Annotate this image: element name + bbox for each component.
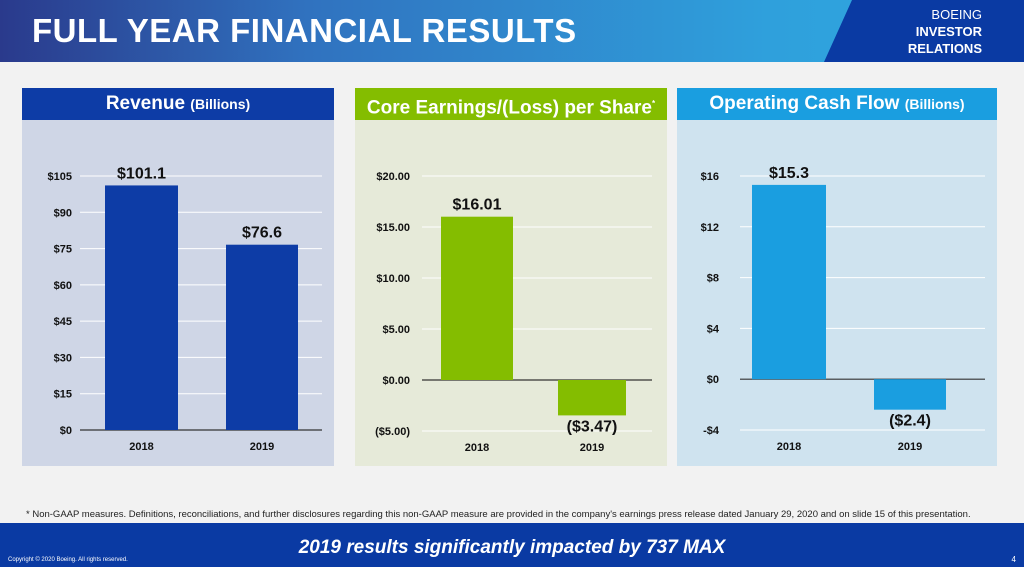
value-label: $16.01 (453, 197, 502, 214)
y-tick-label: $10.00 (376, 273, 410, 285)
y-tick-label: -$4 (703, 425, 720, 437)
cashflow-panel: Operating Cash Flow (Billions) -$4 $0 $4 $8… (677, 88, 997, 466)
y-tick-label: $0 (60, 425, 72, 437)
chart-svg: ($5.00) $0.00 $5.00 $10.00 $15.00 $20.00 $16.0… (375, 171, 652, 454)
chart-unit: (Billions) (904, 96, 965, 112)
value-label: ($3.47) (567, 418, 618, 435)
chart-svg: -$4 $0 $4 $8 $12 $16 $15.3 2018 ($2.4) 2019 (701, 165, 985, 453)
value-label: $15.3 (769, 165, 809, 182)
y-tick-label: $4 (707, 323, 720, 335)
brand-block: BOEING INVESTOR RELATIONS (908, 6, 982, 57)
y-tick-label: $15.00 (376, 222, 410, 234)
y-tick-label: $8 (707, 273, 719, 285)
y-tick-label: $90 (54, 207, 72, 219)
x-category-label: 2018 (465, 442, 489, 454)
earnings-panel: Core Earnings/(Loss) per Share* ($5.00) $… (355, 88, 667, 466)
value-label: $76.6 (242, 225, 282, 242)
bar-2019 (226, 244, 298, 430)
value-label: ($2.4) (889, 413, 931, 430)
chart-title: Core Earnings/(Loss) per Share (366, 97, 652, 119)
y-tick-label: $16 (701, 171, 719, 183)
y-tick-label: $5.00 (382, 324, 410, 336)
x-category-label: 2018 (777, 441, 801, 453)
y-tick-label: $12 (701, 222, 719, 234)
x-category-label: 2019 (250, 441, 274, 453)
brand-corner (824, 0, 1024, 62)
bar-2019 (558, 380, 626, 416)
bottom-banner: 2019 results significantly impacted by 7… (0, 523, 1024, 567)
cashflow-title: Operating Cash Flow (Billions) (677, 88, 997, 120)
chart-svg: $0 $15 $30 $45 $60 $75 $90 $105 $101.1 2018 $76.6 2… (48, 165, 322, 453)
x-category-label: 2019 (580, 442, 604, 454)
y-tick-label: $75 (54, 244, 72, 256)
banner-message: 2019 results significantly impacted by 7… (298, 537, 726, 558)
y-tick-label: ($5.00) (375, 426, 410, 438)
y-tick-label: $45 (54, 316, 72, 328)
x-category-label: 2018 (129, 441, 153, 453)
slide-title: FULL YEAR FINANCIAL RESULTS (32, 12, 577, 49)
bar-2019 (874, 379, 946, 410)
page-number: 4 (1011, 555, 1016, 564)
bar-2018 (105, 185, 178, 430)
bar-2018 (441, 216, 513, 380)
brand-line1: BOEING (931, 7, 982, 22)
chart-unit: (Billions) (190, 96, 251, 112)
value-label: $101.1 (117, 165, 166, 182)
earnings-title: Core Earnings/(Loss) per Share* (355, 88, 667, 120)
chart-title: Operating Cash Flow (709, 93, 900, 114)
slide-header: FULL YEAR FINANCIAL RESULTS BOEING INVES… (0, 0, 1024, 62)
y-tick-label: $0.00 (382, 375, 410, 387)
footnote: * Non-GAAP measures. Definitions, reconc… (26, 509, 971, 520)
y-tick-label: $0 (707, 374, 719, 386)
bar-2018 (752, 184, 826, 380)
revenue-panel: Revenue (Billions) $0 $15 $30 $45 $60 $75 $90 $… (22, 88, 334, 466)
y-tick-label: $30 (54, 352, 72, 364)
y-tick-label: $20.00 (376, 171, 410, 183)
revenue-title: Revenue (Billions) (22, 88, 334, 120)
brand-line3: RELATIONS (907, 41, 982, 56)
chart-note: * (651, 99, 656, 108)
y-tick-label: $15 (54, 389, 72, 401)
y-tick-label: $60 (54, 280, 72, 292)
x-category-label: 2019 (898, 441, 922, 453)
copyright: Copyright © 2020 Boeing. All rights rese… (8, 557, 128, 563)
brand-line2: INVESTOR (915, 24, 982, 39)
chart-title: Revenue (105, 93, 186, 114)
y-tick-label: $105 (48, 171, 72, 183)
